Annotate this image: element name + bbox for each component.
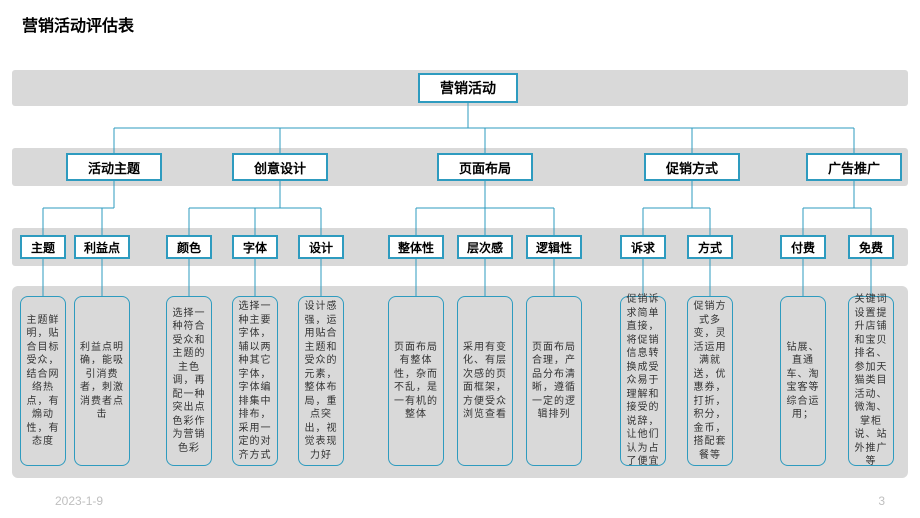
node-cat-0: 活动主题 [66, 153, 162, 181]
node-sub-3: 字体 [232, 235, 278, 259]
leaf-text-2: 选择一种符合受众和主题的主色调，再配一种突出点色彩作为营销色彩 [171, 307, 207, 456]
node-root: 营销活动 [418, 73, 518, 103]
node-sub-11: 免费 [848, 235, 894, 259]
node-sub-5: 整体性 [388, 235, 444, 259]
node-sub-0: 主题 [20, 235, 66, 259]
node-cat-3: 促销方式 [644, 153, 740, 181]
node-sub-8: 诉求 [620, 235, 666, 259]
node-sub-1: 利益点 [74, 235, 130, 259]
leaf-text-6: 采用有变化、有层次感的页面框架，方便受众浏览查看 [462, 341, 508, 422]
node-leaf-2: 选择一种符合受众和主题的主色调，再配一种突出点色彩作为营销色彩 [166, 296, 212, 466]
node-leaf-6: 采用有变化、有层次感的页面框架，方便受众浏览查看 [457, 296, 513, 466]
footer-page: 3 [878, 494, 885, 508]
footer-date: 2023-1-9 [55, 494, 103, 508]
page-title: 营销活动评估表 [22, 12, 134, 36]
node-leaf-9: 促销方式多变，灵活运用满就送，优惠券，打折，积分，金币，搭配套餐等 [687, 296, 733, 466]
node-sub-2: 颜色 [166, 235, 212, 259]
node-sub-9: 方式 [687, 235, 733, 259]
node-sub-10: 付费 [780, 235, 826, 259]
leaf-text-1: 利益点明确，能吸引消费者，刺激消费者点击 [79, 341, 125, 422]
node-sub-7: 逻辑性 [526, 235, 582, 259]
leaf-text-4: 设计感强，运用贴合主题和受众的元素，整体布局，重点突出，视觉表现力好 [303, 300, 339, 462]
leaf-text-11: 关键词设置提升店铺和宝贝排名、参加天猫类目活动、微淘、掌柜说、站外推广等 [853, 293, 889, 469]
node-leaf-11: 关键词设置提升店铺和宝贝排名、参加天猫类目活动、微淘、掌柜说、站外推广等 [848, 296, 894, 466]
leaf-text-10: 钻展、直通车、淘宝客等综合运用； [785, 341, 821, 422]
leaf-text-8: 促销诉求简单直接，将促销信息转换成受众易于理解和接受的说辞，让他们认为占了便宜 [625, 293, 661, 469]
leaf-text-3: 选择一种主要字体，辅以两种其它字体，字体编排集中排布，采用一定的对齐方式 [237, 300, 273, 462]
leaf-text-9: 促销方式多变，灵活运用满就送，优惠券，打折，积分，金币，搭配套餐等 [692, 300, 728, 462]
node-leaf-8: 促销诉求简单直接，将促销信息转换成受众易于理解和接受的说辞，让他们认为占了便宜 [620, 296, 666, 466]
node-cat-1: 创意设计 [232, 153, 328, 181]
node-leaf-7: 页面布局合理，产品分布清晰，遵循一定的逻辑排列 [526, 296, 582, 466]
node-cat-2: 页面布局 [437, 153, 533, 181]
node-cat-4: 广告推广 [806, 153, 902, 181]
node-leaf-1: 利益点明确，能吸引消费者，刺激消费者点击 [74, 296, 130, 466]
node-leaf-10: 钻展、直通车、淘宝客等综合运用； [780, 296, 826, 466]
leaf-text-0: 主题鲜明，贴合目标受众，结合网络热点，有煽动性，有态度 [25, 314, 61, 449]
node-leaf-4: 设计感强，运用贴合主题和受众的元素，整体布局，重点突出，视觉表现力好 [298, 296, 344, 466]
node-sub-4: 设计 [298, 235, 344, 259]
leaf-text-5: 页面布局有整体性，杂而不乱，是一有机的整体 [393, 341, 439, 422]
node-leaf-3: 选择一种主要字体，辅以两种其它字体，字体编排集中排布，采用一定的对齐方式 [232, 296, 278, 466]
node-leaf-0: 主题鲜明，贴合目标受众，结合网络热点，有煽动性，有态度 [20, 296, 66, 466]
leaf-text-7: 页面布局合理，产品分布清晰，遵循一定的逻辑排列 [531, 341, 577, 422]
node-leaf-5: 页面布局有整体性，杂而不乱，是一有机的整体 [388, 296, 444, 466]
node-sub-6: 层次感 [457, 235, 513, 259]
